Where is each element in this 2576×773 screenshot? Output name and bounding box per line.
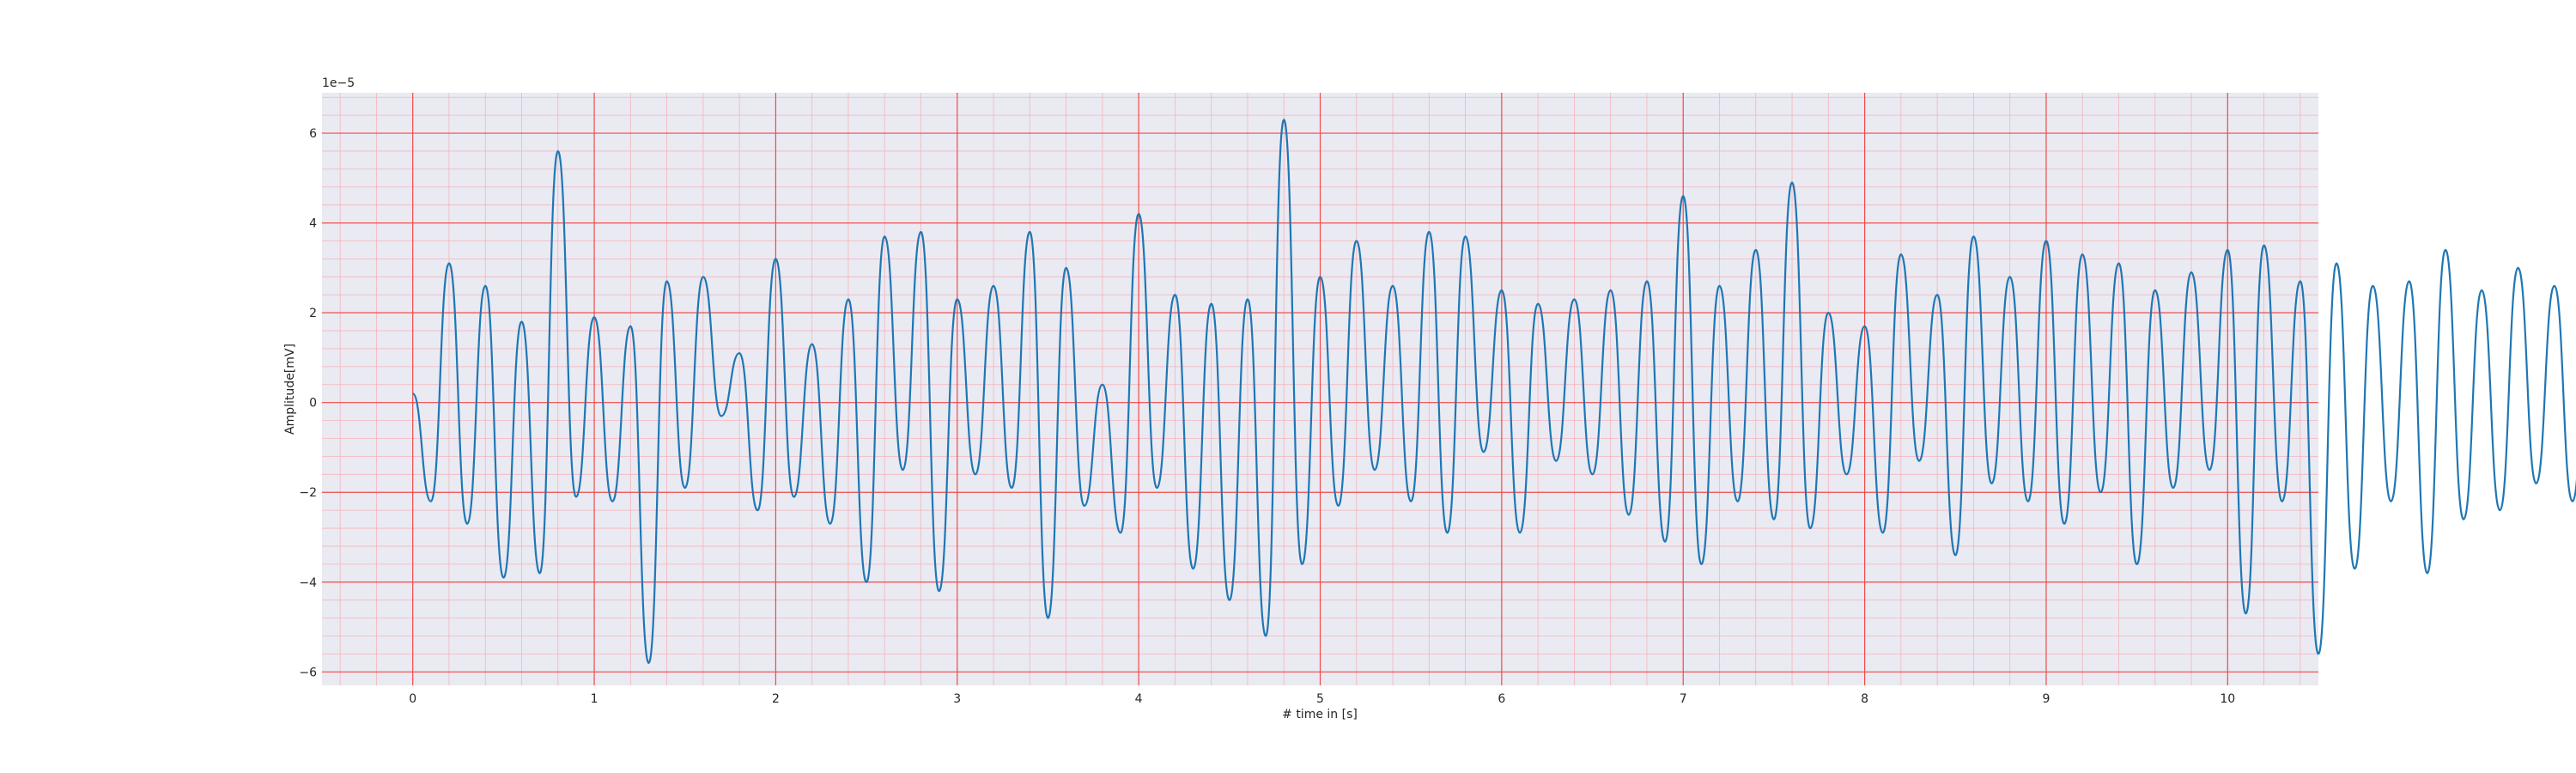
y-axis-label: Amplitude[mV] <box>283 344 297 435</box>
y-tick-label: −2 <box>299 486 317 500</box>
x-tick-label: 4 <box>1135 692 1143 706</box>
x-tick-label: 9 <box>2042 692 2050 706</box>
series-line-0 <box>411 119 2576 664</box>
y-tick-label: 0 <box>309 397 317 411</box>
x-tick-label: 7 <box>1680 692 1687 706</box>
x-tick-label: 3 <box>953 692 961 706</box>
y-tick-label: −4 <box>299 576 317 590</box>
x-tick-labels: 0 1 2 3 4 5 6 7 8 9 10 <box>409 692 2235 706</box>
y-tick-label: 6 <box>309 127 317 141</box>
y-tick-labels: −6 −4 −2 0 2 4 6 <box>299 127 317 679</box>
x-tick-label: 6 <box>1498 692 1505 706</box>
x-tick-label: 10 <box>2220 692 2235 706</box>
y-tick-label: 4 <box>309 217 317 231</box>
x-tick-label: 1 <box>591 692 598 706</box>
y-offset-label: 1e−5 <box>322 76 355 90</box>
x-axis-label: # time in [s] <box>1282 708 1358 721</box>
x-tick-label: 5 <box>1316 692 1324 706</box>
x-tick-label: 8 <box>1861 692 1868 706</box>
series-layer <box>411 119 2576 664</box>
x-tick-label: 0 <box>409 692 416 706</box>
y-tick-label: 2 <box>309 307 317 320</box>
y-tick-label: −6 <box>299 666 317 679</box>
x-tick-label: 2 <box>772 692 780 706</box>
